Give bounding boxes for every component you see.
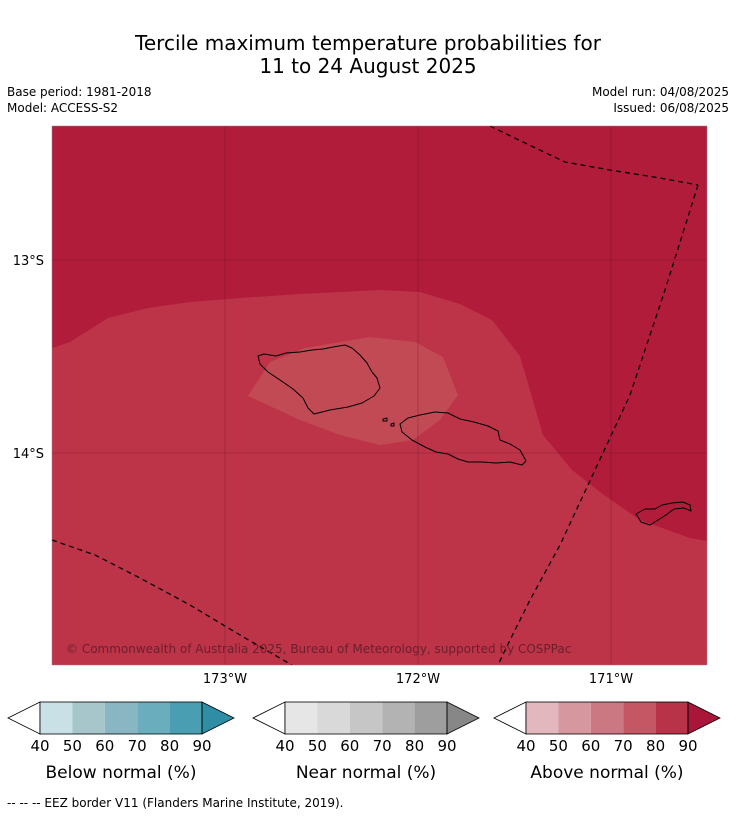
lat-label-14s: 14°S xyxy=(13,447,44,462)
legend-near-label: Near normal (%) xyxy=(296,763,436,783)
legend-below-tick: 60 xyxy=(95,737,114,755)
legend-near-bin-0 xyxy=(285,702,318,734)
legend-near-bin-2 xyxy=(349,702,383,734)
legend-above-high-arrow xyxy=(687,701,721,735)
legend-below-tick: 90 xyxy=(192,737,211,755)
legend-near-bin-4 xyxy=(414,702,447,734)
legend-below-tick: 50 xyxy=(63,737,82,755)
legend-above-bin-4 xyxy=(655,702,688,734)
graticule xyxy=(52,126,707,665)
legend-below-low-arrow xyxy=(7,701,41,735)
map-frame xyxy=(51,125,708,666)
manono-islet-outline xyxy=(382,417,388,422)
map-title-line-2: 11 to 24 August 2025 xyxy=(259,54,477,78)
legend-above: 40 50 60 70 80 90 Above normal (%) xyxy=(493,701,721,783)
legend-below-label: Below normal (%) xyxy=(46,763,197,783)
probability-map: © Commonwealth of Australia 2025, Bureau… xyxy=(7,125,721,783)
eez-border xyxy=(52,126,699,665)
legend-near-bin-1 xyxy=(317,702,350,734)
lon-label-172w: 172°W xyxy=(396,672,440,687)
legend-below-bin-2 xyxy=(104,702,138,734)
legend-below-tick: 40 xyxy=(30,737,49,755)
legend-near-tick: 40 xyxy=(275,737,294,755)
legend-below-outline xyxy=(39,701,203,735)
colour-legends: 40 50 60 70 80 90 Below normal (%) 40 50 60 70 80 90… xyxy=(7,701,721,783)
legend-near-outline xyxy=(284,701,448,735)
upolu-island-outline xyxy=(399,411,527,466)
legend-above-tick: 40 xyxy=(516,737,535,755)
legend-below-bin-0 xyxy=(40,702,73,734)
legend-above-outline xyxy=(525,701,689,735)
legend-below-tick: 80 xyxy=(160,737,179,755)
above-80-region xyxy=(52,290,707,665)
legend-below-bin-4 xyxy=(169,702,202,734)
legend-above-bin-3 xyxy=(623,702,656,734)
legend-below: 40 50 60 70 80 90 Below normal (%) xyxy=(7,701,235,783)
map-title-line-1: Tercile maximum temperature probabilitie… xyxy=(135,31,601,55)
savaii-island-outline xyxy=(257,344,381,415)
issued-date: Issued: 06/08/2025 xyxy=(613,101,729,115)
legend-below-tick: 70 xyxy=(128,737,147,755)
copyright-notice: © Commonwealth of Australia 2025, Bureau… xyxy=(66,642,571,656)
legend-above-tick: 50 xyxy=(549,737,568,755)
legend-below-high-arrow xyxy=(201,701,235,735)
legend-above-bin-2 xyxy=(590,702,624,734)
lon-label-173w: 173°W xyxy=(203,672,247,687)
tutuila-island-outline xyxy=(635,501,692,526)
above-80-region-south xyxy=(575,654,707,665)
legend-near-high-arrow xyxy=(446,701,480,735)
coastlines xyxy=(257,344,692,526)
model-name: Model: ACCESS-S2 xyxy=(7,101,119,115)
legend-below-bin-3 xyxy=(137,702,170,734)
legend-near-tick: 80 xyxy=(405,737,424,755)
model-run-date: Model run: 04/08/2025 xyxy=(591,85,729,99)
legend-near-low-arrow xyxy=(252,701,286,735)
legend-above-tick: 70 xyxy=(614,737,633,755)
legend-above-tick: 90 xyxy=(678,737,697,755)
legend-above-low-arrow xyxy=(493,701,527,735)
apolima-islet-outline xyxy=(390,422,395,427)
legend-near-tick: 90 xyxy=(437,737,456,755)
lon-label-171w: 171°W xyxy=(589,672,633,687)
legend-near-tick: 70 xyxy=(373,737,392,755)
legend-above-tick: 60 xyxy=(581,737,600,755)
eez-footnote: -- -- -- EEZ border V11 (Flanders Marine… xyxy=(7,796,344,810)
map-fill-layer: © Commonwealth of Australia 2025, Bureau… xyxy=(52,126,707,665)
above-70-region xyxy=(248,337,458,445)
legend-near-tick: 60 xyxy=(340,737,359,755)
legend-below-bin-1 xyxy=(72,702,105,734)
legend-above-tick: 80 xyxy=(646,737,665,755)
legend-above-bin-0 xyxy=(526,702,559,734)
base-period: Base period: 1981-2018 xyxy=(7,85,152,99)
legend-above-label: Above normal (%) xyxy=(530,763,683,783)
legend-above-bin-1 xyxy=(558,702,591,734)
legend-near-bin-3 xyxy=(382,702,415,734)
lat-label-13s: 13°S xyxy=(13,254,44,269)
legend-near-tick: 50 xyxy=(308,737,327,755)
